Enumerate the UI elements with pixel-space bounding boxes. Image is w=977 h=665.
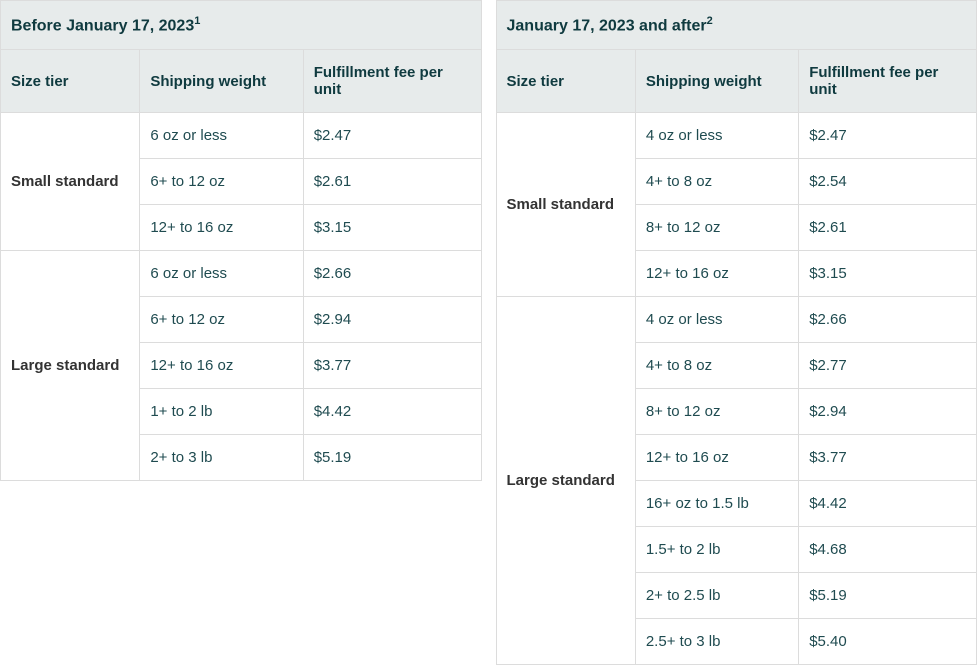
before-panel: Before January 17, 20231 Size tier Shipp… xyxy=(0,0,482,665)
fee-cell: $4.42 xyxy=(303,389,481,435)
after-panel: January 17, 2023 and after2 Size tier Sh… xyxy=(496,0,977,665)
footnote-marker: 1 xyxy=(194,15,200,27)
before-table: Before January 17, 20231 Size tier Shipp… xyxy=(0,0,482,481)
col-fee: Fulfillment fee per unit xyxy=(799,50,977,113)
table-row: Large standard 6 oz or less $2.66 xyxy=(1,251,482,297)
col-size-tier: Size tier xyxy=(496,50,635,113)
fee-cell: $3.15 xyxy=(799,251,977,297)
comparison-tables: Before January 17, 20231 Size tier Shipp… xyxy=(0,0,977,665)
weight-cell: 1.5+ to 2 lb xyxy=(635,527,798,573)
fee-cell: $2.66 xyxy=(799,297,977,343)
col-size-tier: Size tier xyxy=(1,50,140,113)
weight-cell: 4+ to 8 oz xyxy=(635,343,798,389)
table-row: Small standard 6 oz or less $2.47 xyxy=(1,113,482,159)
weight-cell: 6+ to 12 oz xyxy=(140,159,303,205)
title-text: January 17, 2023 and after xyxy=(507,17,707,34)
fee-cell: $2.54 xyxy=(799,159,977,205)
fee-cell: $5.40 xyxy=(799,619,977,665)
fee-cell: $2.66 xyxy=(303,251,481,297)
weight-cell: 12+ to 16 oz xyxy=(635,251,798,297)
fee-cell: $2.61 xyxy=(799,205,977,251)
fee-cell: $3.77 xyxy=(799,435,977,481)
col-shipping-weight: Shipping weight xyxy=(635,50,798,113)
tier-cell: Large standard xyxy=(1,251,140,481)
fee-cell: $3.77 xyxy=(303,343,481,389)
fee-cell: $2.94 xyxy=(799,389,977,435)
title-row: Before January 17, 20231 xyxy=(1,1,482,50)
weight-cell: 6 oz or less xyxy=(140,113,303,159)
fee-cell: $3.15 xyxy=(303,205,481,251)
weight-cell: 1+ to 2 lb xyxy=(140,389,303,435)
fee-cell: $2.61 xyxy=(303,159,481,205)
after-table: January 17, 2023 and after2 Size tier Sh… xyxy=(496,0,977,665)
col-fee: Fulfillment fee per unit xyxy=(303,50,481,113)
fee-cell: $2.47 xyxy=(303,113,481,159)
fee-cell: $5.19 xyxy=(799,573,977,619)
weight-cell: 4 oz or less xyxy=(635,113,798,159)
weight-cell: 16+ oz to 1.5 lb xyxy=(635,481,798,527)
weight-cell: 6 oz or less xyxy=(140,251,303,297)
col-shipping-weight: Shipping weight xyxy=(140,50,303,113)
table-row: Small standard 4 oz or less $2.47 xyxy=(496,113,977,159)
title-row: January 17, 2023 and after2 xyxy=(496,1,977,50)
table-row: Large standard 4 oz or less $2.66 xyxy=(496,297,977,343)
fee-cell: $4.68 xyxy=(799,527,977,573)
weight-cell: 2+ to 3 lb xyxy=(140,435,303,481)
fee-cell: $2.47 xyxy=(799,113,977,159)
fee-cell: $2.94 xyxy=(303,297,481,343)
before-title: Before January 17, 20231 xyxy=(1,1,482,50)
header-row: Size tier Shipping weight Fulfillment fe… xyxy=(1,50,482,113)
weight-cell: 4 oz or less xyxy=(635,297,798,343)
weight-cell: 12+ to 16 oz xyxy=(635,435,798,481)
fee-cell: $4.42 xyxy=(799,481,977,527)
title-text: Before January 17, 2023 xyxy=(11,17,194,34)
weight-cell: 6+ to 12 oz xyxy=(140,297,303,343)
weight-cell: 2.5+ to 3 lb xyxy=(635,619,798,665)
weight-cell: 12+ to 16 oz xyxy=(140,343,303,389)
tier-cell: Small standard xyxy=(496,113,635,297)
fee-cell: $2.77 xyxy=(799,343,977,389)
header-row: Size tier Shipping weight Fulfillment fe… xyxy=(496,50,977,113)
weight-cell: 4+ to 8 oz xyxy=(635,159,798,205)
fee-cell: $5.19 xyxy=(303,435,481,481)
after-title: January 17, 2023 and after2 xyxy=(496,1,977,50)
weight-cell: 8+ to 12 oz xyxy=(635,205,798,251)
weight-cell: 8+ to 12 oz xyxy=(635,389,798,435)
weight-cell: 12+ to 16 oz xyxy=(140,205,303,251)
tier-cell: Small standard xyxy=(1,113,140,251)
weight-cell: 2+ to 2.5 lb xyxy=(635,573,798,619)
tier-cell: Large standard xyxy=(496,297,635,665)
footnote-marker: 2 xyxy=(707,15,713,27)
